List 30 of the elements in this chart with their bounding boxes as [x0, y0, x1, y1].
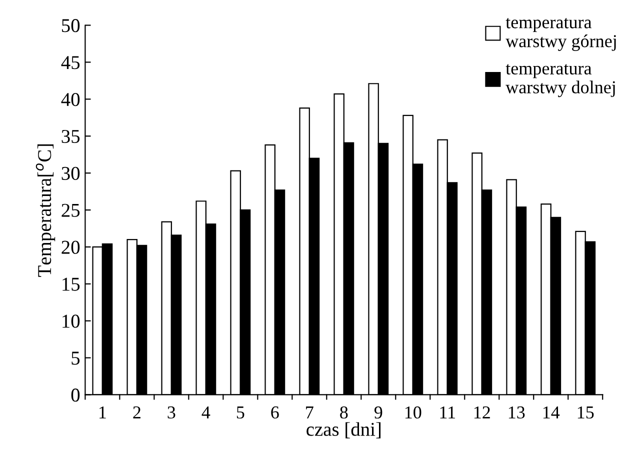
x-tick-label: 1 [100, 406, 106, 418]
x-tick-label: 13 [508, 406, 525, 419]
y-tick-label: 15 [62, 278, 80, 291]
y-tick-label: 10 [62, 314, 80, 328]
y-tick-label: 25 [62, 204, 80, 217]
legend-label: temperatura warstwy dolnej [506, 64, 615, 98]
y-tick-label: 5 [72, 352, 80, 365]
x-tick-label: 8 [340, 406, 348, 419]
legend-label: temperatura warstwy górnej [506, 18, 616, 51]
x-axis-title: czas [dni] [306, 422, 381, 438]
x-tick-label: 10 [405, 406, 422, 419]
x-tick-label: 14 [543, 406, 560, 418]
x-tick-label: 2 [133, 406, 140, 418]
y-tick-label: 20 [62, 240, 80, 254]
x-tick-label: 5 [236, 406, 244, 419]
y-tick-label: 45 [61, 56, 80, 70]
y-tick-label: 0 [71, 388, 80, 402]
x-tick-label: 11 [440, 406, 455, 418]
x-tick-label: 6 [271, 406, 279, 419]
x-tick-label: 7 [306, 406, 314, 418]
y-axis-title: Temperatura[$^{o}$C] [36, 144, 56, 277]
y-tick-label: 35 [62, 130, 80, 144]
x-tick-label: 3 [168, 406, 176, 419]
y-tick-label: 50 [62, 19, 80, 32]
x-tick-label: 15 [578, 406, 594, 419]
x-tick-label: 12 [474, 406, 490, 418]
y-tick-label: 40 [61, 92, 80, 106]
y-tick-label: 30 [62, 166, 80, 180]
x-tick-label: 4 [202, 406, 210, 418]
x-tick-label: 9 [374, 406, 382, 419]
